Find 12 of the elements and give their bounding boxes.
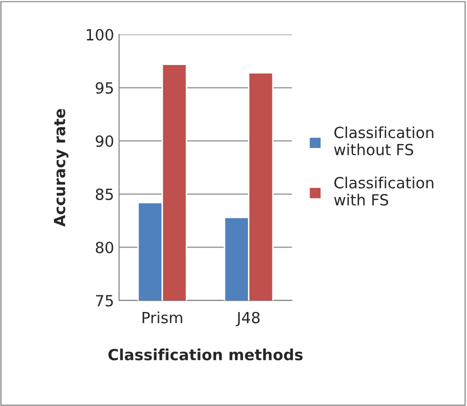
x-axis-title: Classification methods xyxy=(108,348,303,360)
y-tick-label: 95 xyxy=(96,82,113,94)
legend-label: Classification without FS xyxy=(334,126,434,156)
legend-label: Classification with FS xyxy=(334,176,434,206)
x-tick-label: J48 xyxy=(236,312,260,326)
y-axis-title: Accuracy rate xyxy=(54,108,68,227)
y-tick-label: 100 xyxy=(86,28,114,41)
y-tick-label: 75 xyxy=(96,295,113,306)
x-tick-label: Prism xyxy=(142,312,182,324)
y-tick-label: 80 xyxy=(96,242,114,254)
y-tick-label: 85 xyxy=(96,188,113,200)
y-tick-label: 90 xyxy=(96,135,114,147)
